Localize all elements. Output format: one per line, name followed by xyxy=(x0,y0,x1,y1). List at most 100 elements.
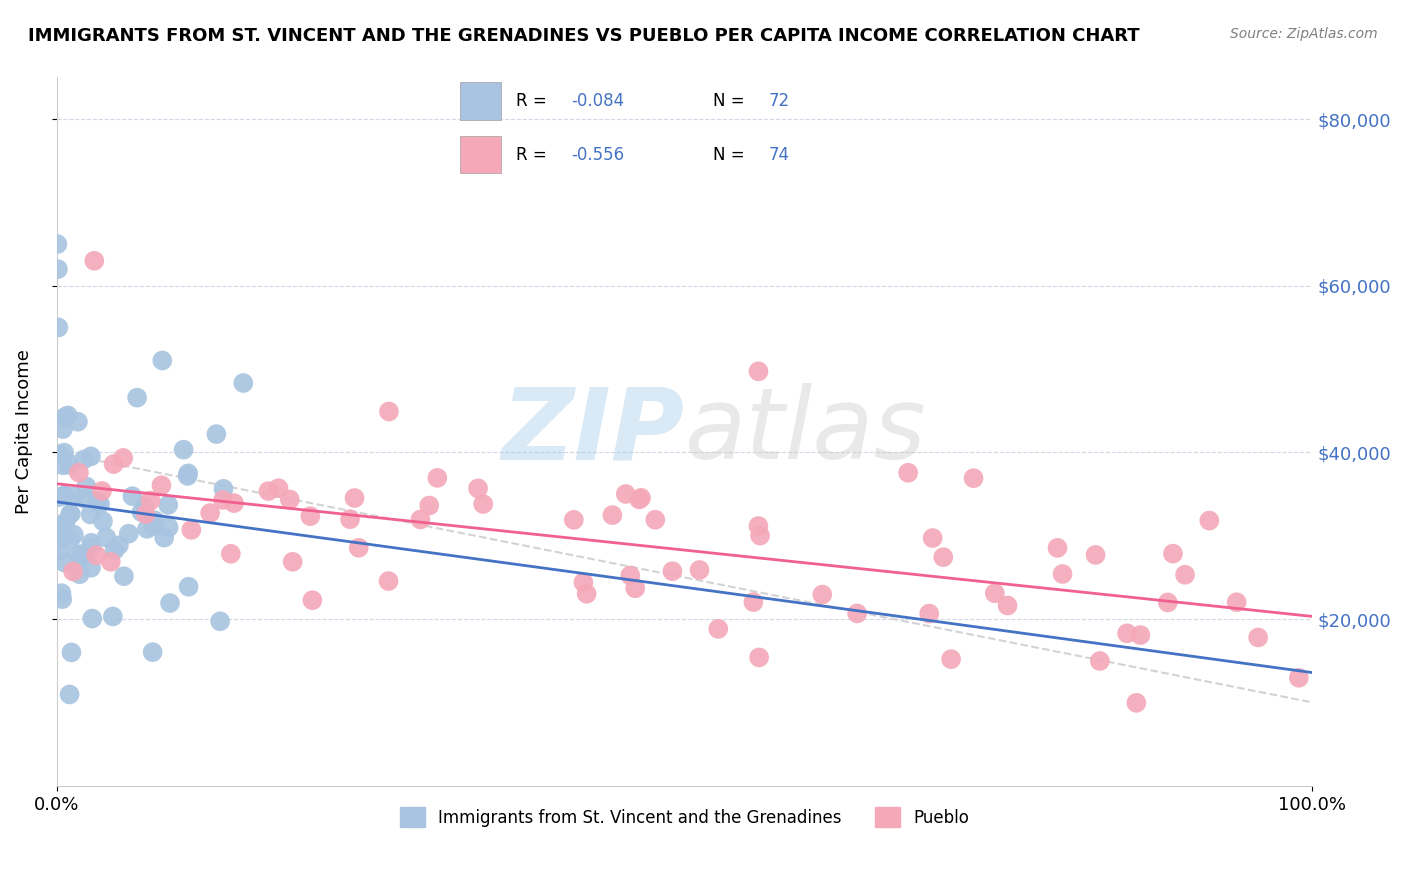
Point xyxy=(121,489,143,503)
Point xyxy=(108,538,131,552)
Text: IMMIGRANTS FROM ST. VINCENT AND THE GRENADINES VS PUEBLO PER CAPITA INCOME CORRE: IMMIGRANTS FROM ST. VINCENT AND THE GREN… xyxy=(28,27,1140,45)
Point xyxy=(575,587,598,601)
Point xyxy=(139,493,162,508)
Point xyxy=(278,492,301,507)
Point xyxy=(53,410,76,425)
Point xyxy=(62,565,84,579)
Point xyxy=(112,450,135,465)
Point xyxy=(103,457,125,471)
Point xyxy=(628,492,651,507)
Point xyxy=(91,514,114,528)
Point xyxy=(257,484,280,499)
Point xyxy=(73,491,96,506)
Point xyxy=(749,528,772,542)
Point xyxy=(134,500,156,514)
Point xyxy=(1125,696,1147,710)
Point xyxy=(347,541,370,555)
Point xyxy=(59,507,82,521)
Point xyxy=(198,506,221,520)
Point xyxy=(91,483,114,498)
Point xyxy=(131,505,153,519)
Point xyxy=(572,575,595,590)
Point xyxy=(83,253,105,268)
Point xyxy=(48,490,70,504)
Point xyxy=(66,415,89,429)
Point xyxy=(89,497,111,511)
Point xyxy=(157,498,180,512)
Point xyxy=(281,555,304,569)
Point xyxy=(624,581,647,595)
Point xyxy=(48,320,70,334)
Point xyxy=(153,531,176,545)
Text: -0.084: -0.084 xyxy=(571,93,624,111)
Text: 74: 74 xyxy=(769,146,790,164)
Point xyxy=(84,548,107,562)
Point xyxy=(51,592,73,607)
Point xyxy=(177,467,200,481)
Point xyxy=(136,522,159,536)
Point xyxy=(100,555,122,569)
Point xyxy=(918,607,941,621)
Point xyxy=(58,688,80,702)
Point xyxy=(46,262,69,277)
Point xyxy=(962,471,984,485)
Point xyxy=(619,568,641,582)
Point xyxy=(73,549,96,563)
Point xyxy=(52,458,75,473)
Point xyxy=(932,550,955,565)
Point xyxy=(219,547,242,561)
Point xyxy=(1288,671,1310,685)
Point xyxy=(101,609,124,624)
Point xyxy=(96,530,118,544)
Point xyxy=(472,497,495,511)
Point xyxy=(212,482,235,496)
Point xyxy=(1046,541,1069,555)
Point xyxy=(1157,595,1180,609)
Point xyxy=(73,452,96,467)
Point xyxy=(52,517,75,532)
Text: atlas: atlas xyxy=(685,383,927,480)
Point xyxy=(630,491,652,505)
Point xyxy=(150,353,173,368)
Point xyxy=(56,409,79,423)
Point xyxy=(177,580,200,594)
Point xyxy=(467,481,489,495)
Point xyxy=(60,645,83,659)
Point xyxy=(142,519,165,533)
Point xyxy=(135,507,157,521)
Point xyxy=(614,487,637,501)
Point xyxy=(67,466,90,480)
Point xyxy=(142,645,165,659)
Point xyxy=(118,526,141,541)
Point xyxy=(157,520,180,534)
Point xyxy=(72,547,94,561)
Point xyxy=(112,569,135,583)
Point xyxy=(67,548,90,562)
Point xyxy=(1247,631,1270,645)
Point xyxy=(53,445,76,459)
Point xyxy=(53,556,76,570)
Y-axis label: Per Capita Income: Per Capita Income xyxy=(15,349,32,514)
Text: R =: R = xyxy=(516,146,551,164)
Point xyxy=(59,507,82,521)
Point xyxy=(377,574,399,588)
Point xyxy=(80,536,103,550)
Point xyxy=(689,563,711,577)
Point xyxy=(180,523,202,537)
Text: 72: 72 xyxy=(769,93,790,111)
Point xyxy=(661,564,683,578)
Text: N =: N = xyxy=(713,93,749,111)
Point xyxy=(80,540,103,554)
Point xyxy=(1161,547,1184,561)
Point xyxy=(742,595,765,609)
Legend: Immigrants from St. Vincent and the Grenadines, Pueblo: Immigrants from St. Vincent and the Gren… xyxy=(394,800,976,834)
Point xyxy=(1198,514,1220,528)
Point xyxy=(997,599,1019,613)
Point xyxy=(301,593,323,607)
Point xyxy=(176,469,198,483)
Point xyxy=(984,586,1007,600)
Point xyxy=(897,466,920,480)
Point xyxy=(103,543,125,558)
Point xyxy=(59,533,82,547)
Point xyxy=(55,515,77,529)
